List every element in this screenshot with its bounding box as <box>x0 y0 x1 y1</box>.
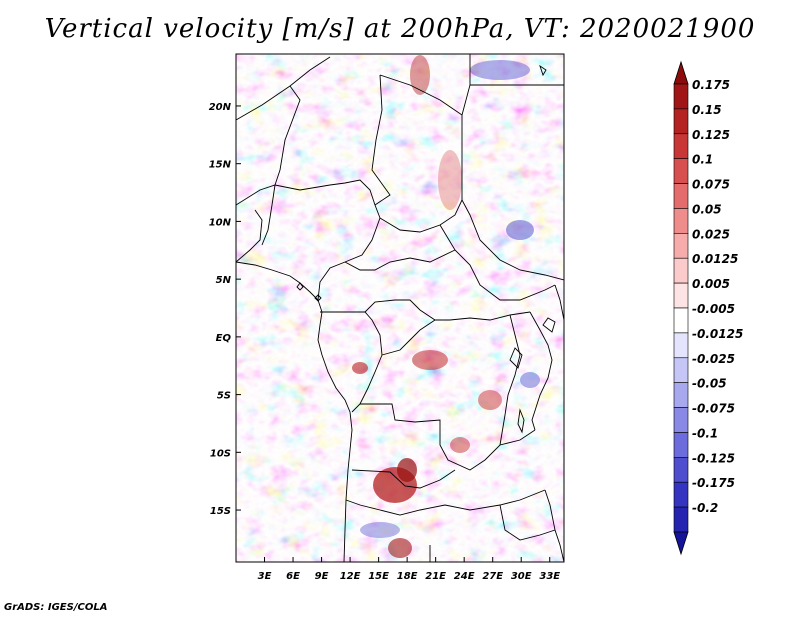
colorbar-label: 0.025 <box>692 227 730 241</box>
colorbar-max-arrow <box>673 60 689 85</box>
lon-tick-label: 27E <box>482 571 503 582</box>
lat-tick-label: 5N <box>216 275 232 286</box>
lon-tick-label: 21E <box>425 571 446 582</box>
velocity-field <box>236 54 564 562</box>
colorbar-label: -0.2 <box>692 501 718 515</box>
colorbar-label: 0.075 <box>692 178 730 192</box>
colorbar: 0.175 0.15 0.125 0.1 0.075 0.05 0.025 0.0125 0.0… <box>673 60 743 556</box>
lat-tick-label: 20N <box>209 102 232 113</box>
colorbar-segment <box>673 108 689 135</box>
lon-tick-label: 30E <box>511 571 532 582</box>
colorbar-segment <box>673 183 689 209</box>
colorbar-min-arrow <box>673 531 689 556</box>
colorbar-label: -0.125 <box>692 451 735 465</box>
colorbar-label: 0.005 <box>692 277 730 291</box>
colorbar-segment <box>673 481 689 508</box>
colorbar-label: 0.125 <box>692 128 730 142</box>
lon-tick-label: 15E <box>368 571 389 582</box>
colorbar-segment <box>673 457 689 483</box>
colorbar-segment <box>673 233 689 259</box>
colorbar-segment <box>673 133 689 159</box>
lon-tick-label: 6E <box>286 571 300 582</box>
colorbar-segment <box>673 158 689 184</box>
lon-tick-label: 18E <box>397 571 418 582</box>
colorbar-label: -0.175 <box>692 476 735 490</box>
colorbar-label: 0.1 <box>692 153 713 167</box>
colorbar-label: 0.05 <box>692 202 722 216</box>
colorbar-segment <box>673 506 689 533</box>
colorbar-label: -0.05 <box>692 377 727 391</box>
lon-tick-label: 12E <box>340 571 361 582</box>
colorbar-segment <box>673 407 689 433</box>
colorbar-label: 0.175 <box>692 78 730 92</box>
colorbar-segment <box>673 357 689 383</box>
colorbar-segment <box>673 432 689 458</box>
colorbar-label: -0.025 <box>692 352 735 366</box>
lat-tick-label: EQ <box>216 333 232 344</box>
lat-tick-label: 10S <box>210 448 231 459</box>
colorbar-label: 0.15 <box>692 103 722 117</box>
colorbar-label: -0.1 <box>692 426 718 440</box>
colorbar-segment <box>673 83 689 110</box>
lon-tick-label: 3E <box>258 571 272 582</box>
colorbar-label: -0.0125 <box>692 327 743 341</box>
lon-tick-label: 9E <box>315 571 329 582</box>
lat-tick-label: 15N <box>209 160 232 171</box>
colorbar-label: -0.005 <box>692 302 735 316</box>
colorbar-segment <box>673 382 689 408</box>
footer-credit: GrADS: IGES/COLA <box>4 602 108 613</box>
lat-tick-label: 10N <box>209 217 232 228</box>
chart-title: Vertical velocity [m/s] at 200hPa, VT: 2… <box>44 14 756 44</box>
colorbar-segment <box>673 332 689 359</box>
lon-tick-label: 24E <box>454 571 475 582</box>
lat-tick-label: 5S <box>217 391 231 402</box>
colorbar-label: 0.0125 <box>692 252 738 266</box>
colorbar-segment <box>673 307 689 334</box>
colorbar-label: -0.075 <box>692 402 735 416</box>
longitude-axis: 3E 6E 9E 12E 15E 18E 21E 24E 27E 30E 33E <box>258 557 560 582</box>
lat-tick-label: 15S <box>210 506 231 517</box>
latitude-axis: 20N 15N 10N 5N EQ 5S 10S 15S <box>209 102 241 517</box>
map-frame <box>235 53 565 563</box>
colorbar-segment <box>673 257 689 284</box>
colorbar-segment <box>673 208 689 234</box>
lon-tick-label: 33E <box>539 571 560 582</box>
country-borders <box>236 54 564 562</box>
colorbar-segment <box>673 282 689 309</box>
